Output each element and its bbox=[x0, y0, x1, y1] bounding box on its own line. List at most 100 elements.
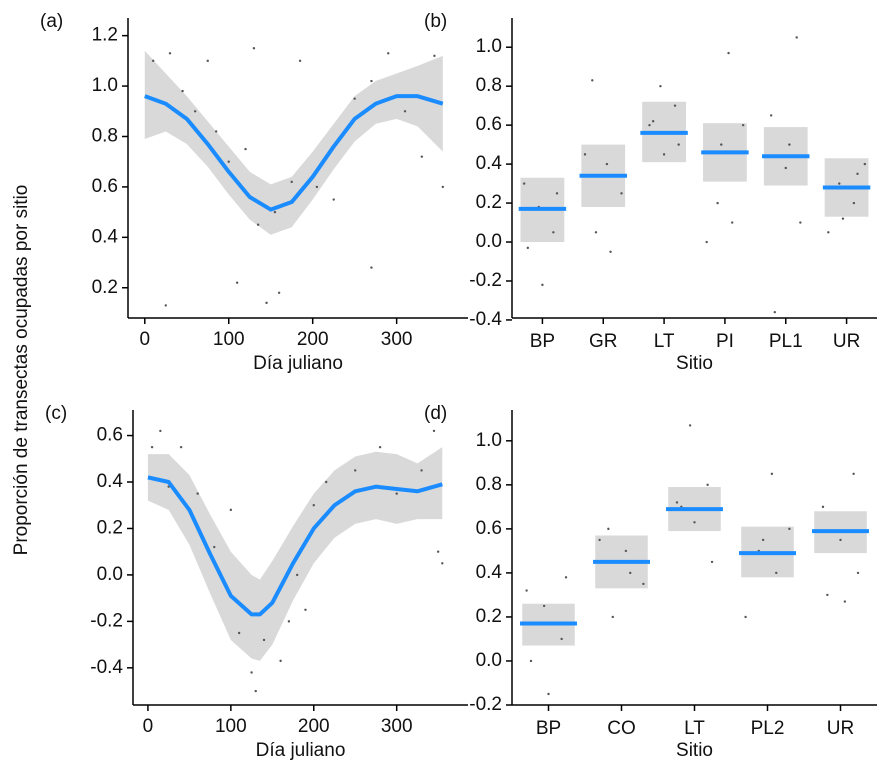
x-tick-label: 0 bbox=[140, 329, 151, 350]
data-point bbox=[852, 472, 855, 476]
data-point bbox=[193, 110, 197, 113]
data-point bbox=[705, 240, 708, 244]
data-point bbox=[624, 549, 628, 553]
data-point bbox=[769, 114, 773, 117]
data-point bbox=[795, 36, 798, 39]
x-tick-label: BP bbox=[536, 718, 561, 739]
y-tick-label: 0.8 bbox=[92, 126, 118, 147]
data-point bbox=[720, 143, 723, 146]
data-point bbox=[688, 424, 692, 427]
y-tick-label: 0.6 bbox=[476, 518, 502, 539]
data-point bbox=[611, 615, 614, 619]
data-point bbox=[250, 671, 253, 674]
data-point bbox=[214, 130, 218, 133]
data-point bbox=[196, 492, 199, 495]
data-point bbox=[788, 527, 791, 531]
confidence-band bbox=[147, 447, 443, 661]
data-point bbox=[775, 571, 778, 575]
data-point bbox=[353, 97, 356, 100]
data-point bbox=[605, 162, 609, 166]
data-point bbox=[213, 545, 216, 549]
data-point bbox=[273, 210, 277, 214]
smooth-line bbox=[147, 475, 443, 617]
y-tick-label: 0.2 bbox=[97, 517, 123, 538]
data-point bbox=[821, 505, 825, 509]
panel-label: (a) bbox=[40, 11, 63, 32]
data-point bbox=[555, 192, 559, 195]
data-point bbox=[354, 469, 357, 472]
data-point bbox=[433, 54, 436, 58]
y-tick-label: 0.4 bbox=[97, 471, 124, 492]
data-point bbox=[583, 153, 587, 156]
data-point bbox=[716, 201, 719, 205]
y-tick-label: 1.0 bbox=[476, 36, 502, 57]
data-point bbox=[244, 147, 247, 151]
data-point bbox=[542, 604, 546, 608]
data-point bbox=[150, 445, 154, 449]
data-point bbox=[403, 110, 407, 113]
x-axis-label: Sitio bbox=[676, 740, 713, 761]
data-point bbox=[206, 59, 209, 63]
data-point bbox=[648, 123, 651, 127]
x-tick-label: GR bbox=[589, 331, 618, 352]
data-point bbox=[607, 527, 610, 531]
data-point bbox=[651, 120, 655, 123]
x-tick-label: UR bbox=[827, 718, 854, 739]
data-point bbox=[591, 79, 594, 82]
data-point bbox=[181, 89, 184, 93]
data-point bbox=[265, 301, 268, 305]
data-point bbox=[659, 84, 662, 88]
data-point bbox=[256, 223, 260, 226]
data-point bbox=[843, 600, 847, 603]
data-point bbox=[227, 160, 230, 163]
data-point bbox=[304, 608, 307, 611]
y-tick-label: 0.8 bbox=[476, 75, 502, 96]
panel-label: (b) bbox=[424, 11, 447, 32]
y-tick-label: -0.4 bbox=[90, 657, 123, 678]
x-tick-label: CO bbox=[607, 718, 636, 739]
data-point bbox=[295, 573, 299, 577]
data-point bbox=[609, 250, 612, 253]
y-tick-label: -0.2 bbox=[469, 694, 502, 715]
data-point bbox=[856, 571, 860, 575]
data-point bbox=[164, 304, 167, 307]
data-point bbox=[526, 246, 530, 250]
data-point bbox=[675, 501, 679, 504]
x-tick-label: UR bbox=[833, 331, 860, 352]
data-point bbox=[744, 615, 747, 619]
data-point bbox=[852, 201, 856, 205]
confidence-band bbox=[144, 50, 443, 235]
panel-label: (c) bbox=[45, 403, 67, 424]
data-point bbox=[620, 192, 623, 195]
data-point bbox=[387, 52, 390, 55]
data-point bbox=[629, 571, 632, 575]
data-point bbox=[290, 180, 293, 184]
data-point bbox=[441, 562, 444, 565]
data-point bbox=[229, 508, 233, 512]
data-point bbox=[564, 576, 568, 579]
data-point bbox=[594, 231, 598, 234]
y-tick-label: 0.4 bbox=[476, 153, 503, 174]
y-tick-label: 0.0 bbox=[97, 564, 123, 585]
x-tick-label: 200 bbox=[297, 329, 329, 350]
data-point bbox=[325, 480, 328, 484]
data-point bbox=[370, 79, 373, 83]
data-point bbox=[784, 166, 787, 170]
y-tick-label: -0.2 bbox=[90, 610, 123, 631]
x-tick-label: 300 bbox=[381, 716, 413, 737]
data-point bbox=[151, 59, 155, 63]
data-point bbox=[838, 182, 841, 185]
data-point bbox=[277, 291, 281, 294]
data-point bbox=[693, 521, 696, 524]
x-tick-label: PL2 bbox=[751, 718, 785, 739]
data-point bbox=[279, 659, 282, 663]
data-point bbox=[770, 472, 774, 476]
data-point bbox=[420, 469, 423, 472]
y-tick-label: 1.2 bbox=[92, 25, 118, 46]
x-tick-label: LT bbox=[654, 331, 675, 352]
x-axis-label: Sitio bbox=[676, 353, 713, 374]
data-point bbox=[378, 445, 382, 449]
data-point bbox=[529, 659, 533, 663]
data-point bbox=[741, 123, 745, 127]
